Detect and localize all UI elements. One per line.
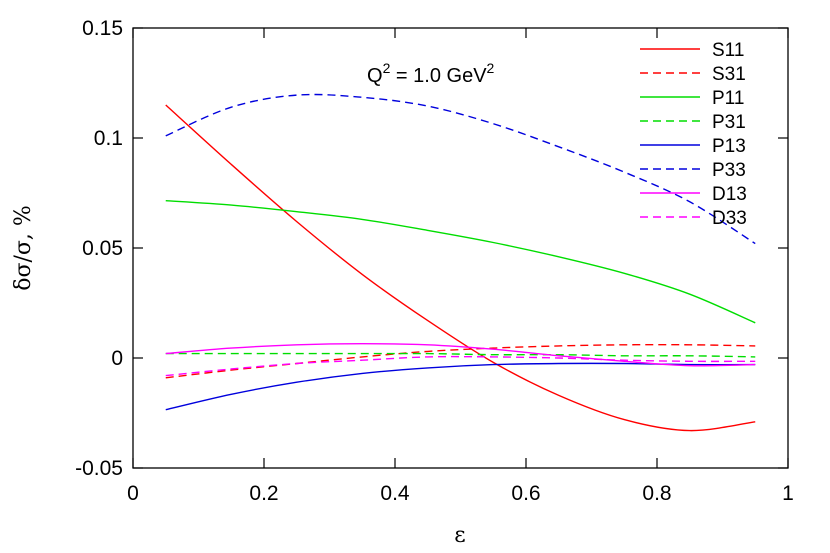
legend-label-p33: P33	[712, 160, 746, 181]
annotation-q2: Q2 = 1.0 GeV2	[367, 60, 495, 87]
y-tick-label: 0.1	[94, 127, 123, 150]
series-line-p31	[165, 352, 756, 358]
y-tick-label: 0.15	[82, 17, 123, 40]
x-tick-label: 0	[127, 482, 139, 505]
x-tick-label: 0.8	[642, 482, 671, 505]
legend-label-s31: S31	[712, 64, 746, 85]
plot-frame	[132, 27, 789, 469]
x-tick-label: 0.6	[511, 482, 540, 505]
legend-label-d33: D33	[712, 208, 747, 229]
y-tick-label: 0	[111, 347, 123, 370]
legend-label-s11: S11	[712, 40, 744, 61]
legend-label-p31: P31	[712, 112, 746, 133]
series-line-p11	[165, 200, 756, 324]
series-line-s11	[165, 104, 756, 432]
x-tick-label: 1	[782, 482, 794, 505]
x-axis-title: ε	[454, 523, 465, 548]
legend-label-d13: D13	[712, 184, 747, 205]
chart-marks	[165, 93, 756, 432]
legend: S11 S31 P11 P31 P13 P33 D13 D33	[640, 40, 747, 229]
series-line-d33	[165, 355, 756, 377]
legend-label-p13: P13	[712, 136, 746, 157]
legend-label-p11: P11	[712, 88, 744, 109]
y-tick-label: -0.05	[75, 457, 123, 480]
series-line-p13	[165, 362, 756, 411]
series-line-d13	[165, 342, 756, 367]
y-tick-label: 0.05	[82, 237, 123, 260]
y-axis-title: δσ/σ, %	[11, 205, 36, 291]
series-line-p33	[165, 93, 756, 245]
x-tick-label: 0.4	[380, 482, 410, 505]
x-tick-label: 0.2	[249, 482, 278, 505]
